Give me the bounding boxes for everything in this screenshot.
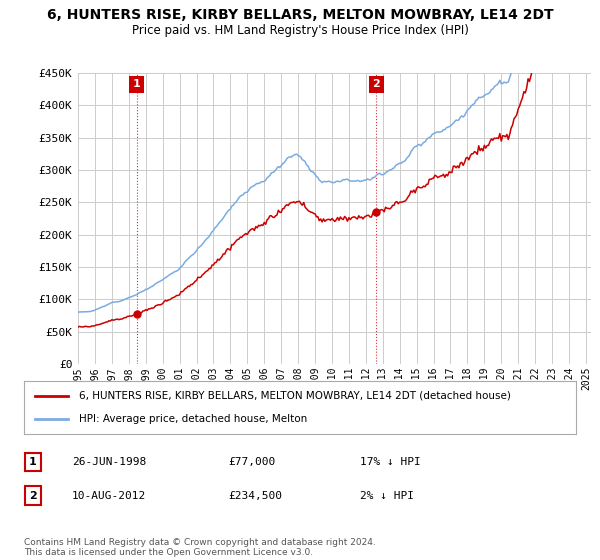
Text: 10-AUG-2012: 10-AUG-2012: [72, 491, 146, 501]
Text: Contains HM Land Registry data © Crown copyright and database right 2024.
This d: Contains HM Land Registry data © Crown c…: [24, 538, 376, 557]
Text: 2: 2: [372, 80, 380, 90]
Text: 2% ↓ HPI: 2% ↓ HPI: [360, 491, 414, 501]
Text: 17% ↓ HPI: 17% ↓ HPI: [360, 457, 421, 467]
Text: 2: 2: [29, 491, 37, 501]
Text: 1: 1: [29, 457, 37, 467]
Text: £77,000: £77,000: [228, 457, 275, 467]
Text: HPI: Average price, detached house, Melton: HPI: Average price, detached house, Melt…: [79, 414, 307, 424]
Text: 6, HUNTERS RISE, KIRBY BELLARS, MELTON MOWBRAY, LE14 2DT (detached house): 6, HUNTERS RISE, KIRBY BELLARS, MELTON M…: [79, 391, 511, 401]
Text: 1: 1: [133, 80, 140, 90]
Text: £234,500: £234,500: [228, 491, 282, 501]
Text: Price paid vs. HM Land Registry's House Price Index (HPI): Price paid vs. HM Land Registry's House …: [131, 24, 469, 36]
Text: 26-JUN-1998: 26-JUN-1998: [72, 457, 146, 467]
Text: 6, HUNTERS RISE, KIRBY BELLARS, MELTON MOWBRAY, LE14 2DT: 6, HUNTERS RISE, KIRBY BELLARS, MELTON M…: [47, 8, 553, 22]
